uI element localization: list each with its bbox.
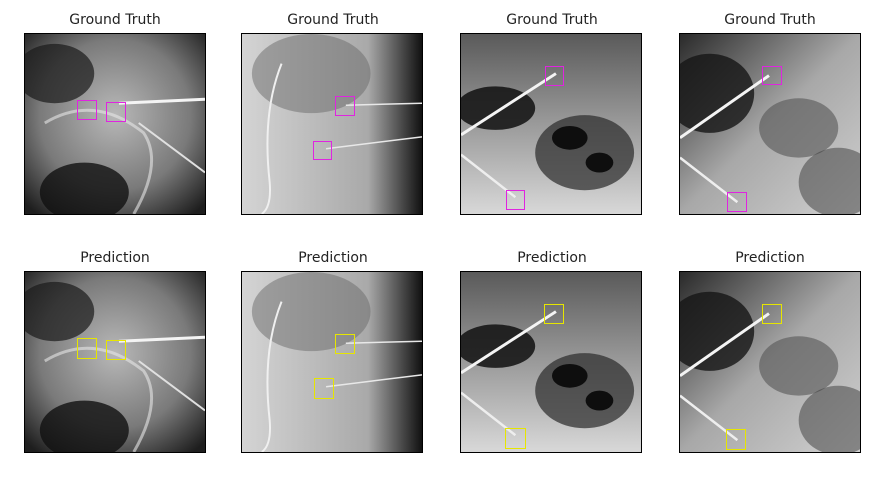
panel-title: Prediction — [517, 250, 587, 266]
prediction-box — [505, 428, 526, 449]
panel-title: Prediction — [298, 250, 368, 266]
xray-image — [24, 271, 206, 453]
panel-title: Ground Truth — [506, 12, 598, 28]
ground-truth-box — [77, 100, 97, 120]
xray-pelvis-icon — [25, 34, 205, 214]
ground-truth-box — [506, 190, 525, 210]
ground-truth-box — [313, 141, 332, 160]
prediction-box — [106, 340, 126, 360]
xray-abdomen-icon — [461, 34, 641, 214]
xray-abdomen-icon-2 — [680, 272, 860, 452]
prediction-box — [314, 378, 334, 399]
prediction-box — [726, 429, 746, 450]
panel-title: Ground Truth — [69, 12, 161, 28]
ground-truth-box — [335, 96, 355, 116]
xray-image — [241, 271, 423, 453]
ground-truth-box — [762, 66, 782, 85]
xray-image — [679, 271, 861, 453]
prediction-box — [762, 304, 782, 324]
xray-image — [24, 33, 206, 215]
xray-image — [241, 33, 423, 215]
xray-image — [460, 33, 642, 215]
ground-truth-box — [727, 192, 747, 212]
panel-title: Ground Truth — [287, 12, 379, 28]
xray-image — [679, 33, 861, 215]
xray-image — [460, 271, 642, 453]
xray-spine-icon — [242, 272, 422, 452]
prediction-box — [77, 338, 97, 359]
xray-abdomen-icon-2 — [680, 34, 860, 214]
ground-truth-box — [106, 102, 126, 122]
panel-title: Prediction — [735, 250, 805, 266]
prediction-box — [335, 334, 355, 354]
panel-title: Ground Truth — [724, 12, 816, 28]
panel-title: Prediction — [80, 250, 150, 266]
xray-pelvis-icon — [25, 272, 205, 452]
ground-truth-box — [545, 66, 564, 86]
prediction-box — [544, 304, 564, 324]
xray-spine-icon — [242, 34, 422, 214]
xray-abdomen-icon — [461, 272, 641, 452]
